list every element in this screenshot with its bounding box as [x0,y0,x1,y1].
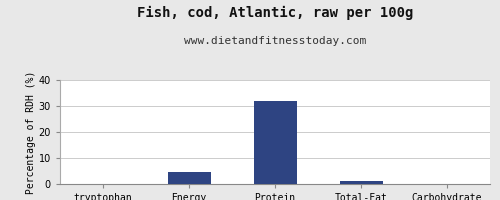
Text: www.dietandfitnesstoday.com: www.dietandfitnesstoday.com [184,36,366,46]
Y-axis label: Percentage of RDH (%): Percentage of RDH (%) [26,70,36,194]
Bar [254,101,296,184]
Bar [168,172,210,184]
Bar [340,181,382,184]
Text: Fish, cod, Atlantic, raw per 100g: Fish, cod, Atlantic, raw per 100g [137,6,413,20]
